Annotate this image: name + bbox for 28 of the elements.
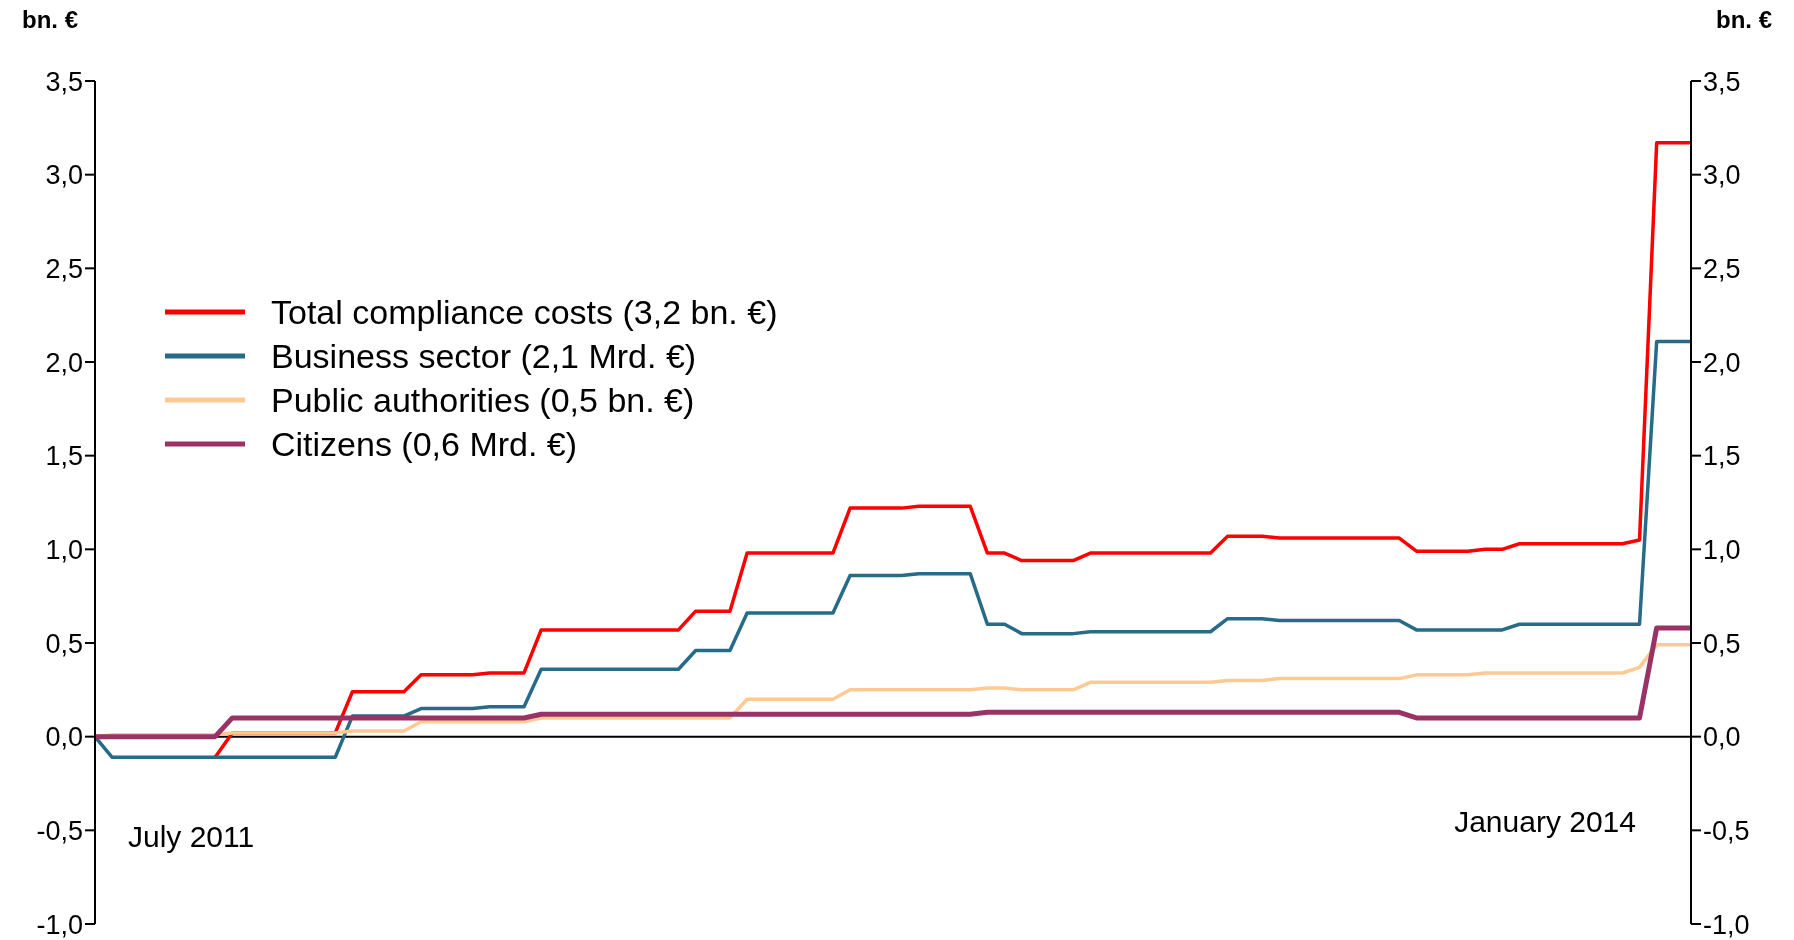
y2-tick-label: 1,0 — [1703, 534, 1741, 565]
y-tick-label: 3,5 — [45, 66, 83, 97]
legend-label: Public authorities (0,5 bn. €) — [271, 380, 695, 420]
annotation: July 2011 — [128, 820, 255, 854]
y-tick-label: 2,5 — [45, 253, 83, 284]
y2-tick-label: 3,5 — [1703, 66, 1741, 97]
y-tick-label: 0,5 — [45, 628, 83, 659]
y-tick-label: 0,0 — [45, 722, 83, 753]
annotation: January 2014 — [1454, 805, 1636, 839]
y2-tick-label: 2,0 — [1703, 347, 1741, 378]
y-tick-label: 3,0 — [45, 160, 83, 191]
y-tick-label: 2,0 — [45, 347, 83, 378]
y2-tick-label: 2,5 — [1703, 253, 1741, 284]
legend-label: Citizens (0,6 Mrd. €) — [271, 424, 578, 464]
y2-tick-label: 0,0 — [1703, 722, 1741, 753]
y2-tick-label: 1,5 — [1703, 441, 1741, 472]
y2-axis-title: bn. € — [1715, 6, 1772, 34]
y-axis-title: bn. € — [22, 6, 79, 34]
y-tick-label: 1,0 — [45, 534, 83, 565]
y2-tick-label: -1,0 — [1703, 909, 1750, 940]
legend-label: Business sector (2,1 Mrd. €) — [271, 336, 697, 376]
y2-tick-label: 3,0 — [1703, 160, 1741, 191]
y-tick-label: -1,0 — [36, 909, 83, 940]
y2-tick-label: 0,5 — [1703, 628, 1741, 659]
y2-tick-label: -0,5 — [1703, 815, 1750, 846]
legend-label: Total compliance costs (3,2 bn. €) — [271, 292, 778, 332]
y-tick-label: 1,5 — [45, 441, 83, 472]
y-tick-label: -0,5 — [36, 815, 83, 846]
